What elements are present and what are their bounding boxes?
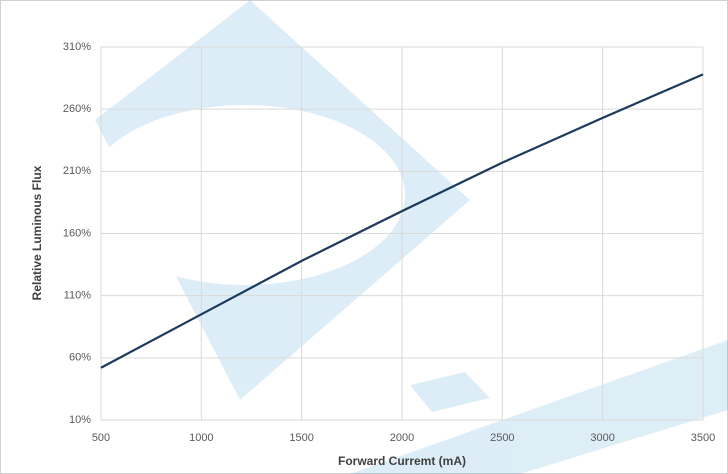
y-tick-label: 60% (69, 352, 91, 364)
y-tick-label: 210% (63, 165, 91, 177)
x-tick-label: 500 (92, 432, 110, 444)
y-tick-label: 310% (63, 41, 91, 53)
y-tick-label: 10% (69, 414, 91, 426)
data-line (100, 73, 704, 369)
watermark-hole (85, 105, 405, 285)
watermark-shape (410, 372, 490, 412)
x-tick-label: 1000 (189, 432, 213, 444)
y-tick-label: 160% (63, 227, 91, 239)
y-tick-label: 110% (64, 290, 92, 302)
x-tick-label: 3000 (590, 432, 614, 444)
y-tick-label: 260% (63, 103, 91, 115)
y-axis-title: Relative Luminous Flux (30, 165, 44, 300)
watermark-band (350, 340, 728, 474)
watermark (85, 0, 728, 474)
x-tick-label: 3500 (691, 432, 715, 444)
x-tick-label: 1500 (289, 432, 313, 444)
x-axis-title: Forward Curremt (mA) (338, 454, 466, 468)
x-tick-label: 2500 (490, 432, 514, 444)
watermark-diamond (95, 0, 470, 400)
x-tick-label: 2000 (390, 432, 414, 444)
